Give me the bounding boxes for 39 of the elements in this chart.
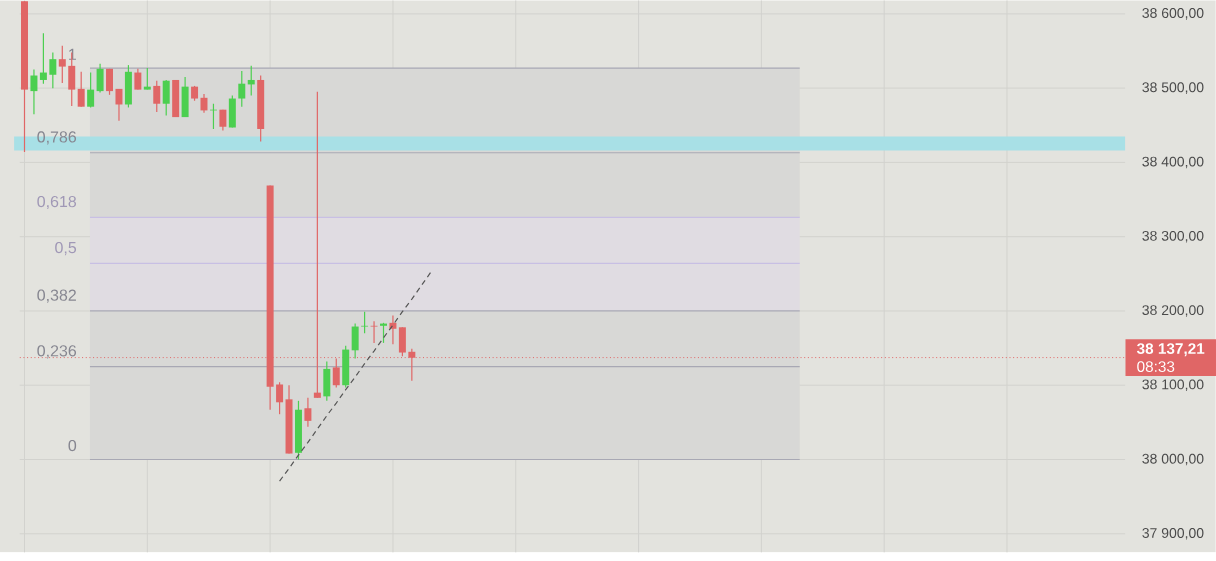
candlestick [49,51,57,89]
text: 08:33 [1137,360,1175,372]
y-tick-label: 38 400,00 [1142,156,1204,168]
candlestick [77,70,85,108]
y-tick-label: 38 000,00 [1142,453,1204,466]
y-tick-label: 38 200,00 [1142,304,1204,317]
candlestick [361,310,369,334]
annotation: 0,382 [37,289,76,303]
candlestick [87,71,95,108]
annotation: 0,5 [55,241,77,255]
candlestick [162,79,170,116]
candlestick [39,32,47,85]
candlestick [30,68,38,115]
annotation: 1 [69,48,76,60]
candlestick [143,67,151,90]
annotation: 0,786 [37,131,77,145]
line-series [278,271,432,482]
candlestick [370,320,378,344]
ref-line-label: 38 137,21 [1136,342,1205,356]
candlestick [134,67,142,90]
candlestick [96,62,104,93]
candlestick [115,88,123,122]
candlestick [351,322,359,359]
y-tick-label: 38 100,00 [1142,379,1204,391]
annotation: 0,618 [37,195,77,209]
y-tick-label: 37 900,00 [1142,527,1204,540]
candlestick [153,79,161,113]
candlestick [238,70,246,108]
candlestick [106,67,114,96]
y-tick-label: 38 500,00 [1142,82,1204,94]
annotation: 0 [68,439,77,451]
candlestick [276,381,284,415]
candlestick [247,65,255,96]
candlestick [58,44,66,84]
annotation: 0,236 [37,344,77,359]
y-tick-label: 38 600,00 [1142,7,1204,20]
candlestick [304,397,312,428]
candlestick [332,357,340,388]
y-tick-label: 38 300,00 [1142,230,1204,243]
